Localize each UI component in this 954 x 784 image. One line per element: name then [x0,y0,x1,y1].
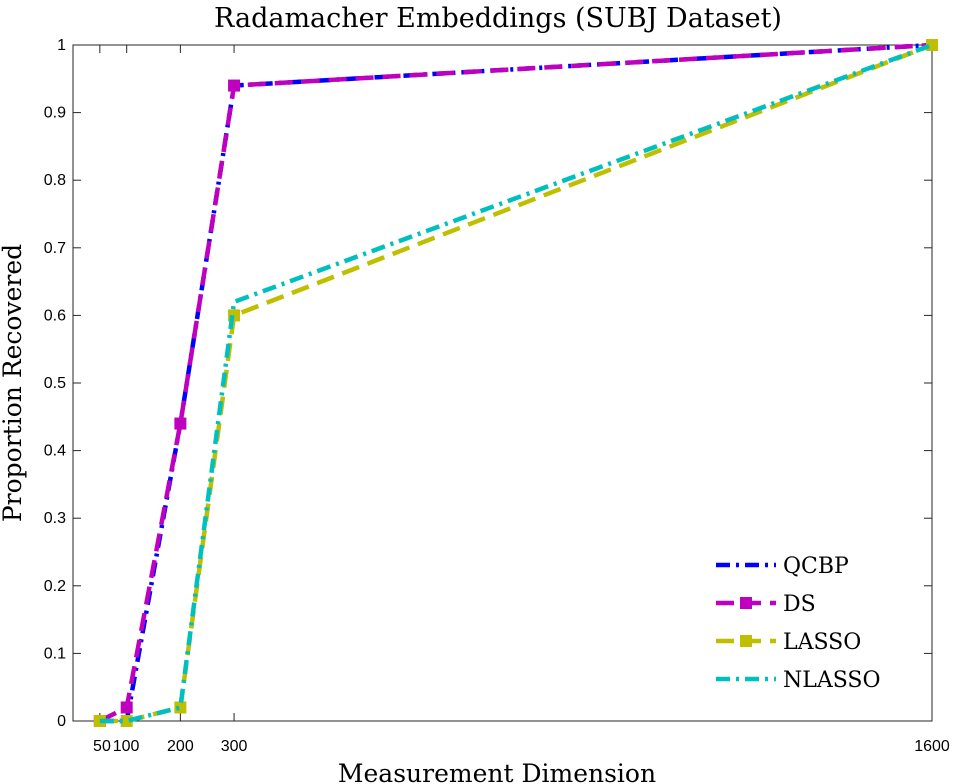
y-axis-label: Proportion Recovered [0,244,27,522]
data-point-ds [120,701,133,714]
y-axis: 0 0.1 0.2 0.3 0.4 0.5 0.6 0.7 0.8 0.9 1 [44,37,932,730]
legend-label: NLASSO [783,668,881,693]
legend-label: LASSO [783,630,861,655]
data-point-ds [228,79,241,92]
y-tick-label: 0.5 [44,375,66,392]
series-line-ds [98,42,933,724]
x-tick-label: 300 [221,738,248,755]
y-tick-label: 0.7 [44,240,66,257]
y-tick-label: 0.3 [44,510,66,527]
series-layer [93,39,938,727]
legend-item-ds: DS [716,592,816,617]
legend-label: QCBP [783,554,849,579]
x-tick-label: 100 [113,738,140,755]
series-ds [93,39,938,727]
x-tick-label: 1600 [914,738,950,755]
legend: QCBP DS LASSO NLASSO [716,554,881,693]
y-tick-label: 0.9 [44,105,66,122]
y-tick-label: 0.1 [44,645,66,662]
x-axis: 50 100 200 300 1600 [93,45,950,755]
x-tick-label: 50 [93,738,111,755]
y-tick-label: 0 [57,713,66,730]
legend-item-lasso: LASSO [716,630,861,655]
legend-marker [740,597,752,609]
legend-item-nlasso: NLASSO [716,668,881,693]
x-tick-label: 200 [167,738,194,755]
y-tick-label: 0.2 [44,578,66,595]
y-tick-label: 1 [57,37,66,54]
x-axis-label: Measurement Dimension [338,759,656,784]
legend-label: DS [783,592,816,617]
legend-item-qcbp: QCBP [716,554,849,579]
y-tick-label: 0.6 [44,307,66,324]
y-tick-label: 0.4 [44,443,66,460]
legend-marker [740,635,752,647]
data-point-ds [174,417,187,430]
plot-area-frame [72,44,933,722]
series-lasso [93,39,938,727]
y-tick-label: 0.8 [44,172,66,189]
chart-title: Radamacher Embeddings (SUBJ Dataset) [214,3,782,34]
